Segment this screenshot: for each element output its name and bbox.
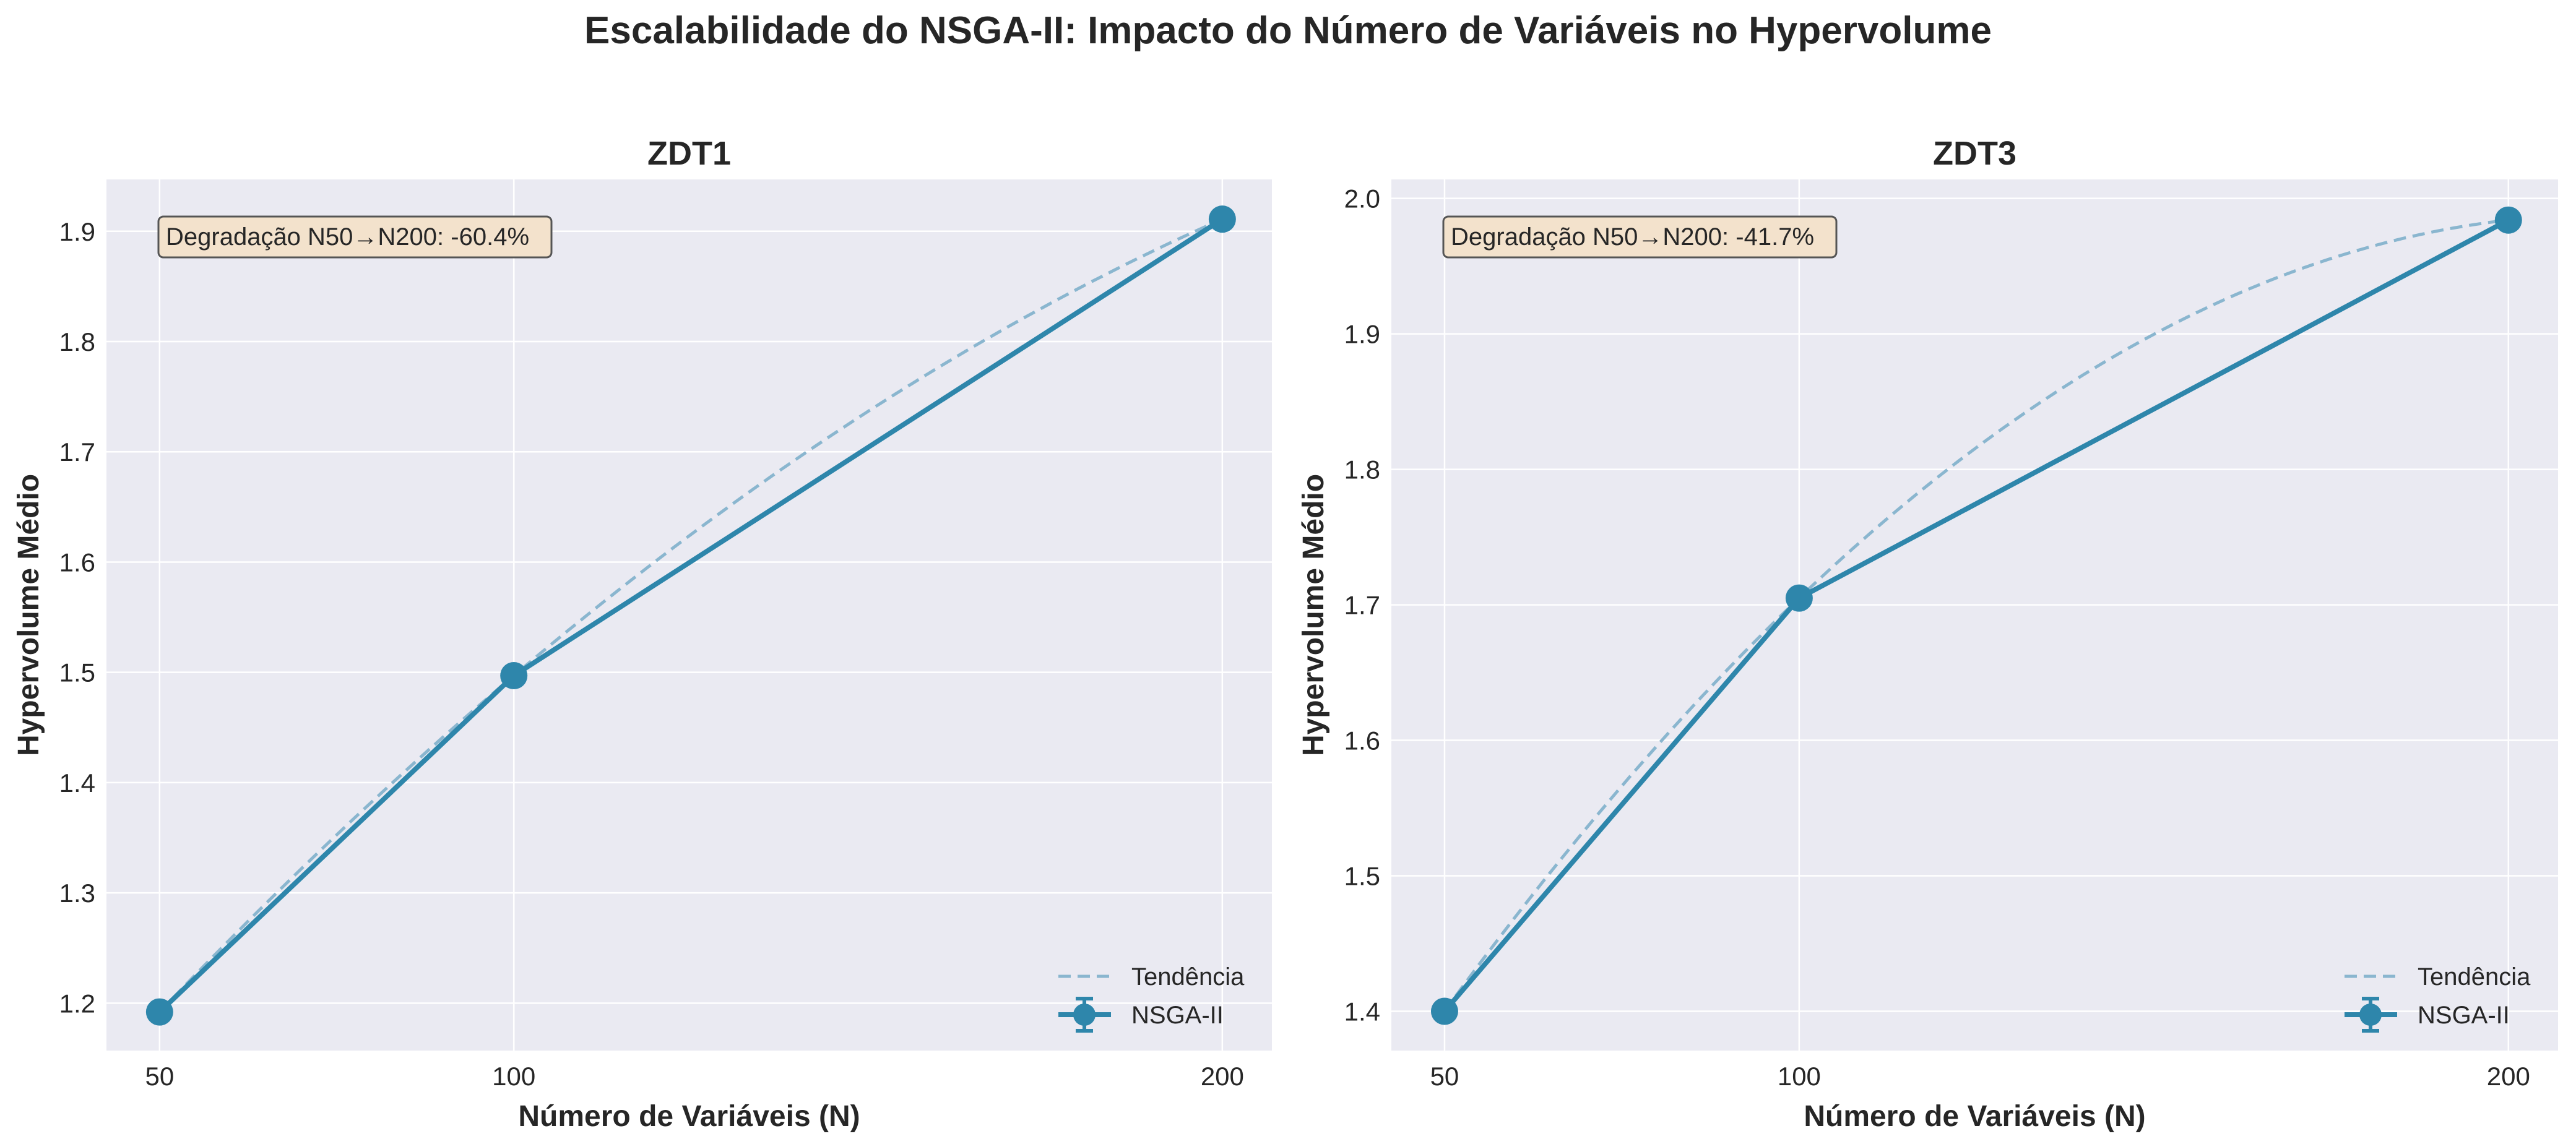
data-point	[500, 662, 528, 690]
panel-title: ZDT1	[647, 135, 731, 172]
trend-line	[158, 217, 1223, 1013]
trend-line	[1443, 218, 2509, 1012]
annotation-box	[1442, 215, 1838, 259]
panel-title: ZDT3	[1933, 135, 2016, 172]
y-tick-label: 1.8	[1344, 455, 1380, 484]
y-tick-label: 1.8	[59, 327, 95, 356]
y-axis-label: Hypervolume Médio	[12, 474, 45, 756]
y-tick-label: 1.6	[59, 548, 95, 577]
x-tick-label: 200	[2487, 1062, 2530, 1091]
y-tick-label: 1.7	[59, 437, 95, 467]
panel-zdt3: 1.4 1.5 1.6 1.7 1.8 1.9 2.0 50 100 200 ZDT3 Número …	[1297, 135, 2558, 1133]
plot-area	[106, 179, 1272, 1051]
x-tick-label: 200	[1201, 1062, 1244, 1091]
annotation-text: Degradação N50→N200: -41.7%	[1451, 223, 1814, 251]
data-point	[1208, 205, 1236, 233]
data-point	[145, 998, 173, 1026]
plot-area	[1391, 179, 2558, 1051]
legend-trend-label: Tendência	[1131, 963, 1245, 991]
y-tick-label: 2.0	[1344, 184, 1380, 213]
x-tick-label: 100	[1778, 1062, 1821, 1091]
y-tick-label: 1.6	[1344, 726, 1380, 755]
y-tick-label: 1.9	[1344, 320, 1380, 349]
annotation-box	[157, 215, 553, 259]
y-tick-label: 1.3	[59, 879, 95, 908]
y-tick-label: 1.2	[59, 989, 95, 1018]
data-point	[1430, 997, 1458, 1025]
legend-series-label: NSGA-II	[1131, 1002, 1224, 1029]
y-tick-label: 1.7	[1344, 591, 1380, 620]
x-axis-label: Número de Variáveis (N)	[518, 1100, 860, 1133]
x-tick-label: 50	[145, 1062, 174, 1091]
x-tick-label: 100	[492, 1062, 535, 1091]
y-tick-label: 1.9	[59, 217, 95, 246]
data-point	[1785, 584, 1813, 612]
y-axis-label: Hypervolume Médio	[1297, 474, 1330, 756]
data-point	[2494, 206, 2522, 234]
legend-series-label: NSGA-II	[2418, 1002, 2510, 1029]
legend-trend-label: Tendência	[2418, 963, 2531, 991]
figure-title: Escalabilidade do NSGA-II: Impacto do Nú…	[584, 9, 1992, 52]
y-tick-label: 1.4	[59, 768, 95, 798]
y-tick-label: 1.4	[1344, 997, 1380, 1026]
panel-zdt1: 1.2 1.3 1.4 1.5 1.6 1.7 1.8 1.9 50 100 200 ZDT1 Núme…	[12, 135, 1272, 1133]
y-tick-label: 1.5	[59, 658, 95, 687]
y-tick-label: 1.5	[1344, 862, 1380, 891]
legend-series-marker	[1073, 1004, 1096, 1026]
x-tick-label: 50	[1430, 1062, 1459, 1091]
annotation-text: Degradação N50→N200: -60.4%	[166, 223, 529, 251]
x-axis-label: Número de Variáveis (N)	[1804, 1100, 2145, 1133]
legend-series-marker	[2359, 1004, 2382, 1026]
